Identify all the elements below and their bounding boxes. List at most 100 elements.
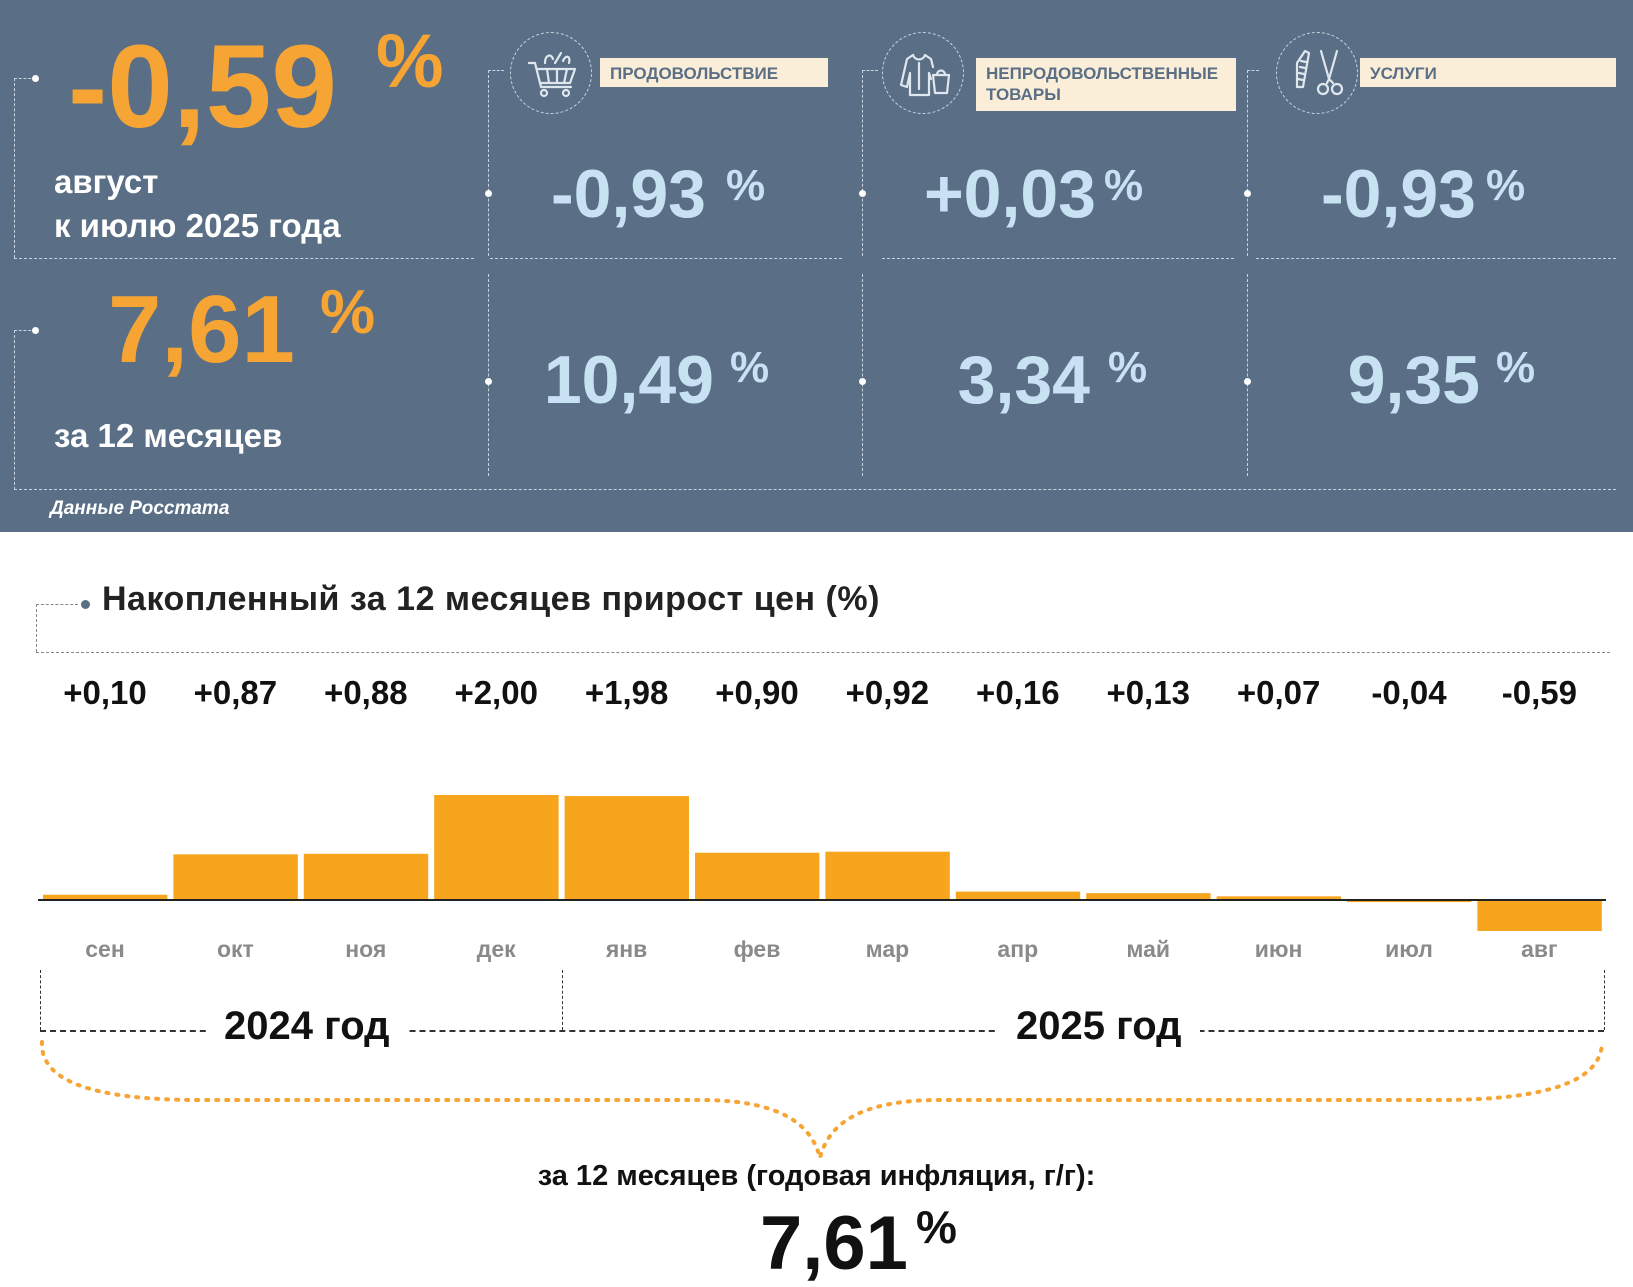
month-label-янв: янв xyxy=(605,936,648,962)
bullet-dot xyxy=(1244,190,1251,197)
category-label-services: УСЛУГИ xyxy=(1360,58,1616,87)
food-monthly-value: -0,93 xyxy=(551,156,706,232)
month-label-ноя: ноя xyxy=(345,936,387,962)
data-label-мар: +0,92 xyxy=(845,674,930,711)
divider xyxy=(14,258,474,259)
divider xyxy=(14,78,15,258)
monthly-period-line2: к июлю 2025 года xyxy=(54,207,341,244)
data-label-янв: +1,98 xyxy=(584,674,669,711)
data-label-июн: +0,07 xyxy=(1236,674,1321,711)
bullet-dot xyxy=(485,190,492,197)
divider xyxy=(14,330,15,490)
bar-сен xyxy=(43,894,168,900)
food-monthly-unit: % xyxy=(726,161,766,210)
divider xyxy=(562,970,563,1030)
year-label-2024: 2024 год xyxy=(206,1004,408,1049)
services-yearly-unit: % xyxy=(1496,343,1536,392)
month-label-июл: июл xyxy=(1385,936,1433,962)
month-label-июн: июн xyxy=(1254,936,1303,962)
comb-scissors-icon xyxy=(1276,32,1358,114)
yearly-inflation-unit: % xyxy=(320,278,376,347)
services-monthly-unit: % xyxy=(1486,161,1526,210)
services-monthly-value: -0,93 xyxy=(1321,156,1476,232)
food-yearly-unit: % xyxy=(730,343,770,392)
bar-окт xyxy=(173,854,298,900)
total-caption: за 12 месяцев (годовая инфляция, г/г): xyxy=(537,1160,1096,1192)
data-label-июл: -0,04 xyxy=(1371,674,1447,711)
category-label-food: ПРОДОВОЛЬСТВИЕ xyxy=(600,58,828,87)
month-label-мар: мар xyxy=(865,936,910,962)
bullet-dot xyxy=(32,327,39,334)
bar-июл xyxy=(1347,900,1472,903)
divider xyxy=(1604,970,1605,1030)
category-label-nonfood-line2: ТОВАРЫ xyxy=(986,85,1061,104)
month-label-май: май xyxy=(1126,936,1171,962)
bullet-dot xyxy=(485,378,492,385)
monthly-inflation-value: -0,59 xyxy=(68,21,337,153)
divider xyxy=(14,78,36,79)
bullet-dot xyxy=(859,190,866,197)
category-label-nonfood-line1: НЕПРОДОВОЛЬСТВЕННЫЕ xyxy=(986,64,1219,83)
month-label-сен: сен xyxy=(85,936,125,962)
bar-фев xyxy=(695,852,820,900)
bullet-dot xyxy=(859,378,866,385)
divider xyxy=(490,258,842,259)
month-label-фев: фев xyxy=(733,936,781,962)
total-inflation-unit: % xyxy=(916,1201,957,1253)
yearly-period-label: за 12 месяцев xyxy=(54,417,283,454)
divider xyxy=(40,970,41,1030)
divider xyxy=(1247,70,1248,256)
total-inflation-value: 7,61 xyxy=(760,1201,908,1286)
nonfood-yearly-value: 3,34 xyxy=(957,342,1090,418)
month-label-дек: дек xyxy=(476,936,516,962)
year-label-2025: 2025 год xyxy=(998,1004,1200,1049)
divider xyxy=(862,274,863,476)
monthly-period-line1: август xyxy=(54,163,159,200)
data-label-окт: +0,87 xyxy=(193,674,278,711)
nonfood-monthly-value: +0,03 xyxy=(923,156,1096,232)
bar-июн xyxy=(1216,896,1341,900)
chart-title: Накопленный за 12 месяцев прирост цен (%… xyxy=(102,580,880,618)
data-label-авг: -0,59 xyxy=(1501,674,1577,711)
category-label-nonfood: НЕПРОДОВОЛЬСТВЕННЫЕ ТОВАРЫ xyxy=(976,58,1236,111)
brace-line xyxy=(39,1040,1604,1159)
divider xyxy=(862,70,878,71)
bar-янв xyxy=(564,796,689,900)
bar-авг xyxy=(1477,900,1602,931)
bullet-dot xyxy=(32,75,39,82)
bar-chart xyxy=(38,795,1606,931)
divider xyxy=(36,604,37,652)
data-label-дек: +2,00 xyxy=(454,674,538,711)
divider xyxy=(1247,274,1248,476)
month-label-авг: авг xyxy=(1521,936,1558,962)
yearly-inflation-value: 7,61 xyxy=(108,276,295,383)
month-label-окт: окт xyxy=(216,936,254,962)
data-label-апр: +0,16 xyxy=(976,674,1060,711)
divider xyxy=(488,70,504,71)
divider xyxy=(14,489,1616,490)
divider xyxy=(1247,70,1259,71)
data-label-сен: +0,10 xyxy=(63,674,147,711)
nonfood-monthly-unit: % xyxy=(1104,161,1144,210)
month-label-апр: апр xyxy=(997,936,1039,962)
shopping-basket-icon xyxy=(510,32,592,114)
data-label-май: +0,13 xyxy=(1106,674,1190,711)
food-yearly-value: 10,49 xyxy=(543,342,714,418)
divider xyxy=(14,330,36,331)
clothing-icon xyxy=(882,32,964,114)
title-bullet-dot xyxy=(81,600,90,609)
divider xyxy=(882,258,1234,259)
data-label-фев: +0,90 xyxy=(715,674,799,711)
bar-апр xyxy=(955,891,1081,900)
divider xyxy=(862,70,863,256)
monthly-inflation-unit: % xyxy=(376,19,444,104)
bar-май xyxy=(1086,893,1211,900)
data-label-ноя: +0,88 xyxy=(324,674,408,711)
source-note: Данные Росстата xyxy=(50,498,230,519)
divider xyxy=(1256,258,1616,259)
divider xyxy=(36,652,1610,653)
bar-мар xyxy=(825,851,950,900)
bar-ноя xyxy=(303,853,429,900)
bar-дек xyxy=(434,795,559,900)
nonfood-yearly-unit: % xyxy=(1108,343,1148,392)
